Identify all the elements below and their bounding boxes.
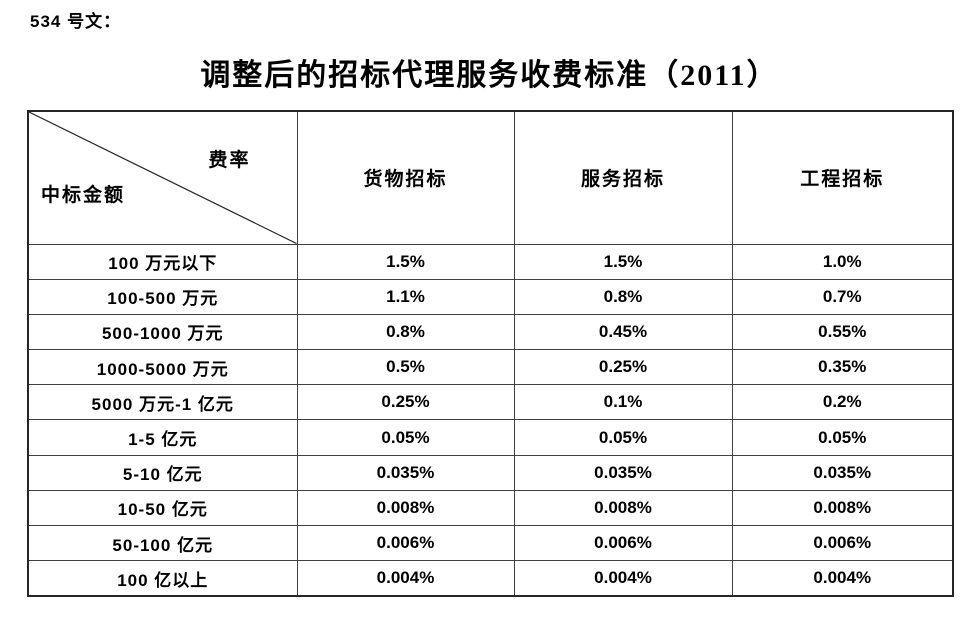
rate-value-cell: 0.8% <box>296 313 515 351</box>
rate-value-cell: 0.008% <box>731 489 954 527</box>
row-label: 100 亿以上 <box>27 560 298 597</box>
table-row: 100 万元以下 1.5% 1.5% 1.0% <box>27 243 954 280</box>
row-label: 5000 万元-1 亿元 <box>27 384 298 421</box>
corner-label-amount: 中标金额 <box>41 184 126 206</box>
rate-value-cell: 0.006% <box>513 524 733 562</box>
rate-value-cell: 0.035% <box>731 454 954 491</box>
rate-value-cell: 0.45% <box>513 313 733 351</box>
row-label: 1000-5000 万元 <box>27 349 298 386</box>
row-label: 10-50 亿元 <box>27 489 298 527</box>
rate-value-cell: 0.035% <box>296 454 515 491</box>
column-header-works-bidding: 工程招标 <box>731 110 954 245</box>
table-row: 1000-5000 万元 0.5% 0.25% 0.35% <box>27 349 954 386</box>
rate-value-cell: 0.1% <box>513 384 733 421</box>
table-body: 100 万元以下 1.5% 1.5% 1.0% 100-500 万元 1.1% 0.8% 0.… <box>27 243 954 597</box>
rate-value-cell: 0.008% <box>296 489 515 527</box>
table-row: 100 亿以上 0.004% 0.004% 0.004% <box>27 560 954 597</box>
rate-value-cell: 0.2% <box>731 384 954 421</box>
row-label: 1-5 亿元 <box>27 419 298 456</box>
rate-value-cell: 0.035% <box>513 454 733 491</box>
row-label: 500-1000 万元 <box>27 313 298 351</box>
rate-value-cell: 1.5% <box>513 243 733 280</box>
row-label: 100 万元以下 <box>27 243 298 280</box>
rate-value-cell: 0.008% <box>513 489 733 527</box>
table-row: 50-100 亿元 0.006% 0.006% 0.006% <box>27 524 954 562</box>
column-header-service-bidding: 服务招标 <box>513 110 733 245</box>
rate-value-cell: 0.05% <box>296 419 515 456</box>
rate-value-cell: 0.55% <box>731 313 954 351</box>
table-row: 1-5 亿元 0.05% 0.05% 0.05% <box>27 419 954 456</box>
rate-value-cell: 0.05% <box>731 419 954 456</box>
fee-rate-table: 费率 中标金额 货物招标 服务招标 工程招标 100 万元以下 1.5% 1.5% 1… <box>27 110 954 597</box>
rate-value-cell: 0.05% <box>513 419 733 456</box>
table-row: 5-10 亿元 0.035% 0.035% 0.035% <box>27 454 954 491</box>
rate-value-cell: 0.7% <box>731 278 954 315</box>
table-row: 5000 万元-1 亿元 0.25% 0.1% 0.2% <box>27 384 954 421</box>
table-header-row: 费率 中标金额 货物招标 服务招标 工程招标 <box>27 110 954 245</box>
rate-value-cell: 0.5% <box>296 349 515 386</box>
table-row: 100-500 万元 1.1% 0.8% 0.7% <box>27 278 954 315</box>
diagonal-line <box>29 112 297 244</box>
rate-value-cell: 0.004% <box>296 560 515 597</box>
rate-value-cell: 0.25% <box>513 349 733 386</box>
page-title: 调整后的招标代理服务收费标准（2011） <box>200 59 779 92</box>
row-label: 100-500 万元 <box>27 278 298 315</box>
rate-value-cell: 0.004% <box>513 560 733 597</box>
rate-value-cell: 0.006% <box>296 524 515 562</box>
rate-value-cell: 1.5% <box>296 243 515 280</box>
rate-value-cell: 0.004% <box>731 560 954 597</box>
rate-value-cell: 1.1% <box>296 278 515 315</box>
corner-header-cell: 费率 中标金额 <box>27 110 298 245</box>
corner-label-rate: 费率 <box>208 150 251 171</box>
row-label: 5-10 亿元 <box>27 454 298 491</box>
rate-value-cell: 0.006% <box>731 524 954 562</box>
rate-value-cell: 0.25% <box>296 384 515 421</box>
rate-value-cell: 0.35% <box>731 349 954 386</box>
rate-value-cell: 0.8% <box>513 278 733 315</box>
table-row: 10-50 亿元 0.008% 0.008% 0.008% <box>27 489 954 527</box>
column-header-goods-bidding: 货物招标 <box>296 110 515 245</box>
table-row: 500-1000 万元 0.8% 0.45% 0.55% <box>27 313 954 351</box>
doc-number-label: 534 号文： <box>30 12 122 31</box>
rate-value-cell: 1.0% <box>731 243 954 280</box>
row-label: 50-100 亿元 <box>27 524 298 562</box>
